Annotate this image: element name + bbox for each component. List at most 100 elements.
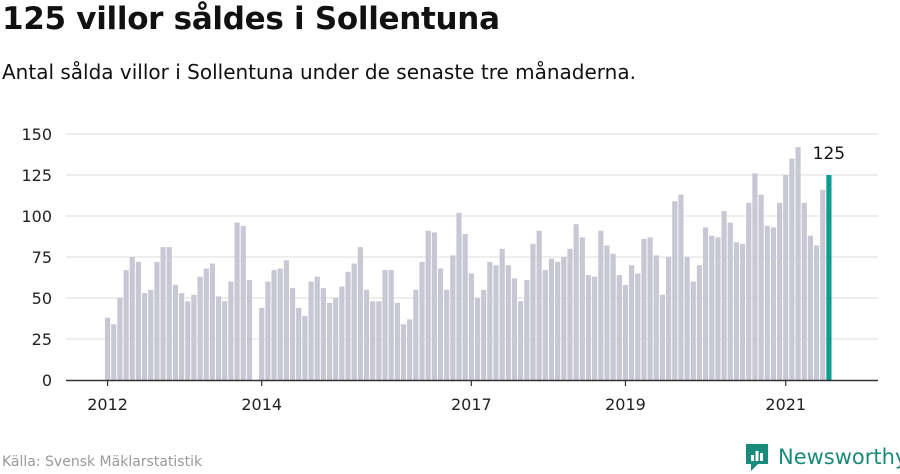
bar (388, 270, 394, 380)
bar (783, 175, 789, 380)
bar (598, 230, 604, 380)
y-tick-label: 125 (21, 166, 52, 185)
bar (283, 260, 289, 380)
bar (524, 279, 530, 380)
bar (326, 302, 333, 380)
y-tick-label: 25 (32, 330, 52, 349)
bar (172, 284, 179, 380)
bar (289, 288, 296, 380)
bar (123, 270, 129, 380)
bar (758, 194, 764, 380)
bar (592, 276, 598, 380)
bar (505, 265, 511, 380)
bar (178, 293, 185, 380)
bar (339, 286, 345, 380)
bar (468, 273, 474, 380)
bar (666, 257, 672, 380)
bar (672, 201, 678, 380)
bar (678, 194, 684, 380)
bar-chart: 0 25 50 75 100 125 150 2012 2014 2017 2019 2021 12… (21, 125, 878, 414)
brand-logo: Newsworthy (744, 442, 900, 472)
bar (579, 237, 585, 380)
bar (604, 245, 610, 380)
bar (370, 301, 376, 380)
bar (382, 270, 388, 380)
x-tick-label: 2019 (605, 395, 646, 414)
bar (215, 296, 222, 380)
bar (228, 281, 234, 380)
bar (425, 230, 431, 380)
bar (493, 265, 499, 380)
bar (518, 301, 524, 380)
bar (450, 255, 456, 380)
bar (111, 324, 117, 380)
bar (653, 255, 659, 380)
bar (709, 235, 715, 380)
bar (616, 275, 622, 380)
highlighted-bar (826, 175, 832, 380)
bar (148, 289, 154, 380)
bar (789, 158, 795, 380)
bar (770, 227, 777, 380)
bar (561, 257, 567, 380)
bar (684, 257, 690, 380)
bar (813, 245, 820, 380)
bar (764, 225, 770, 380)
bar (105, 317, 111, 380)
bar (610, 253, 616, 380)
bar (752, 173, 758, 380)
bar (622, 284, 629, 380)
bar (733, 242, 740, 380)
bar (511, 278, 518, 380)
bar (271, 270, 277, 380)
bar (474, 298, 481, 380)
bar (820, 189, 826, 380)
y-tick-label: 75 (32, 248, 52, 267)
bar (234, 222, 240, 380)
x-tick-label: 2017 (451, 395, 492, 414)
bar (567, 248, 573, 380)
bar (302, 316, 308, 380)
bar (191, 294, 197, 380)
y-tick-label: 100 (21, 207, 52, 226)
bar (444, 289, 450, 380)
bar (357, 247, 363, 380)
bar (141, 293, 148, 380)
bar (135, 261, 142, 380)
bar (296, 307, 302, 380)
bar (240, 225, 246, 380)
bar (333, 298, 339, 380)
bar (542, 270, 548, 380)
bar (308, 281, 314, 380)
y-tick-label: 0 (42, 371, 52, 390)
y-axis-ticks: 0 25 50 75 100 125 150 (21, 125, 52, 390)
bar (659, 294, 666, 380)
bar (431, 232, 437, 380)
bar (530, 243, 536, 380)
bar (629, 265, 635, 380)
bar (555, 261, 561, 380)
bar (727, 222, 733, 380)
bar (462, 234, 468, 380)
bar (265, 281, 271, 380)
bar (376, 301, 382, 380)
bar (437, 268, 444, 380)
bar (715, 237, 721, 380)
bars (105, 147, 832, 380)
highlight-value-label: 125 (813, 144, 845, 164)
x-tick-label: 2014 (241, 395, 282, 414)
bar (394, 302, 400, 380)
brand-name: Newsworthy (778, 445, 900, 469)
bar (739, 243, 746, 380)
bar (746, 202, 752, 380)
bar (117, 298, 123, 380)
bar (166, 247, 172, 380)
x-tick-label: 2012 (87, 395, 128, 414)
y-tick-label: 150 (21, 125, 52, 144)
bar (203, 268, 209, 380)
newsworthy-logo-icon (746, 444, 768, 471)
bar (585, 275, 592, 380)
bar (314, 276, 320, 380)
bar (160, 247, 166, 380)
page-subtitle: Antal sålda villor i Sollentuna under de… (2, 60, 636, 84)
